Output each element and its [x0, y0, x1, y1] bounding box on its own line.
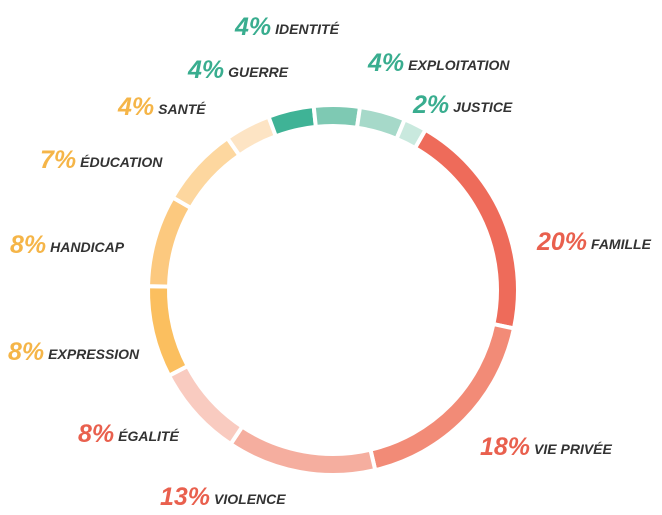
- category-label: IDENTITÉ: [275, 21, 339, 37]
- value-label: 7%: [40, 146, 76, 174]
- value-label: 8%: [78, 420, 114, 448]
- category-label: HANDICAP: [50, 239, 125, 255]
- donut-segment: [166, 363, 246, 447]
- category-label: JUSTICE: [453, 99, 513, 115]
- value-label: 2%: [412, 91, 449, 119]
- value-label: 18%: [480, 433, 530, 461]
- category-label: VIE PRIVÉE: [534, 441, 612, 457]
- category-label: SANTÉ: [158, 101, 206, 117]
- category-label: GUERRE: [228, 64, 289, 80]
- category-label: EXPRESSION: [48, 346, 140, 362]
- value-label: 13%: [160, 483, 210, 511]
- category-label: ÉDUCATION: [80, 154, 163, 170]
- donut-segment: [145, 194, 194, 289]
- value-label: 4%: [117, 93, 154, 121]
- donut-segment: [170, 135, 243, 211]
- value-label: 20%: [536, 228, 587, 256]
- category-label: VIOLENCE: [214, 491, 286, 507]
- category-label: FAMILLE: [591, 236, 652, 252]
- category-label: EXPLOITATION: [408, 57, 510, 73]
- value-label: 8%: [10, 231, 46, 259]
- value-label: 4%: [234, 13, 271, 41]
- donut-segment: [311, 103, 363, 131]
- value-label: 4%: [367, 49, 404, 77]
- donut-segment: [146, 284, 191, 379]
- donut-segment: [412, 127, 520, 331]
- category-label: ÉGALITÉ: [118, 428, 179, 444]
- donut-segment: [227, 423, 378, 477]
- donut-segment: [265, 103, 319, 139]
- value-label: 4%: [187, 56, 224, 84]
- donut-segment: [393, 116, 429, 151]
- value-label: 8%: [8, 338, 44, 366]
